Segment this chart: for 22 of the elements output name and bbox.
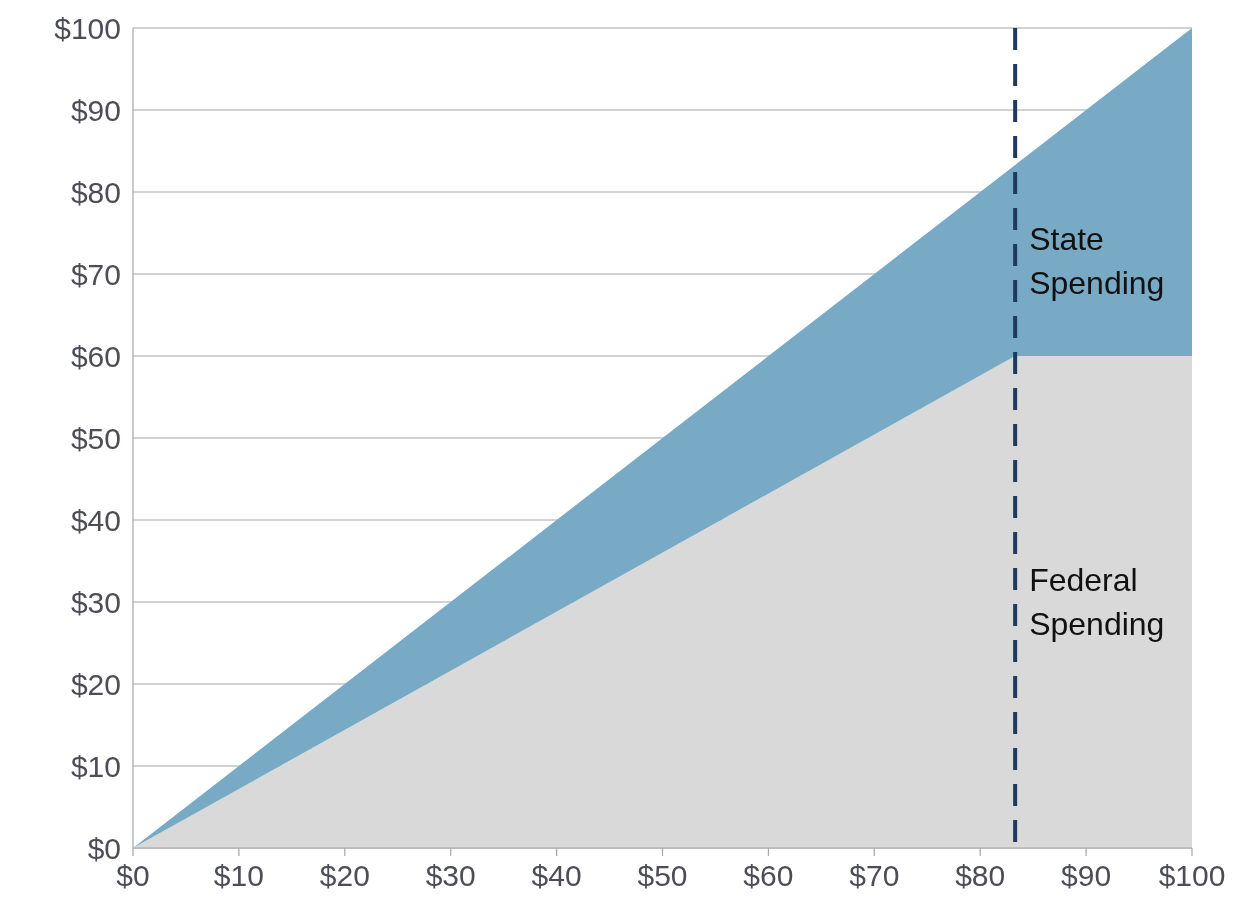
x-tick-label: $80 (955, 859, 1006, 892)
x-tick-label: $90 (1061, 859, 1112, 892)
y-tick-label: $50 (70, 421, 121, 455)
x-tick-label: $60 (743, 859, 794, 892)
y-tick-label: $90 (70, 93, 121, 127)
x-tick-label: $10 (213, 859, 264, 892)
series-label: State Spending (1029, 220, 1165, 301)
x-tick-label: $30 (425, 859, 476, 892)
y-tick-label: $20 (70, 667, 121, 701)
y-tick-label: $10 (70, 749, 121, 783)
y-tick-label: $70 (70, 257, 121, 291)
y-tick-label: $30 (70, 585, 121, 619)
x-tick-label: $70 (849, 859, 900, 892)
x-tick-label: $20 (319, 859, 370, 892)
y-tick-label: $80 (70, 175, 121, 209)
y-tick-label: $60 (70, 339, 121, 373)
x-tick-label: $40 (531, 859, 582, 892)
series-label: Federal Spending (1029, 562, 1165, 643)
y-tick-label: $40 (70, 503, 121, 537)
x-tick-label: $50 (637, 859, 688, 892)
y-tick-label: $100 (54, 11, 121, 45)
x-tick-label: $100 (1158, 859, 1226, 892)
